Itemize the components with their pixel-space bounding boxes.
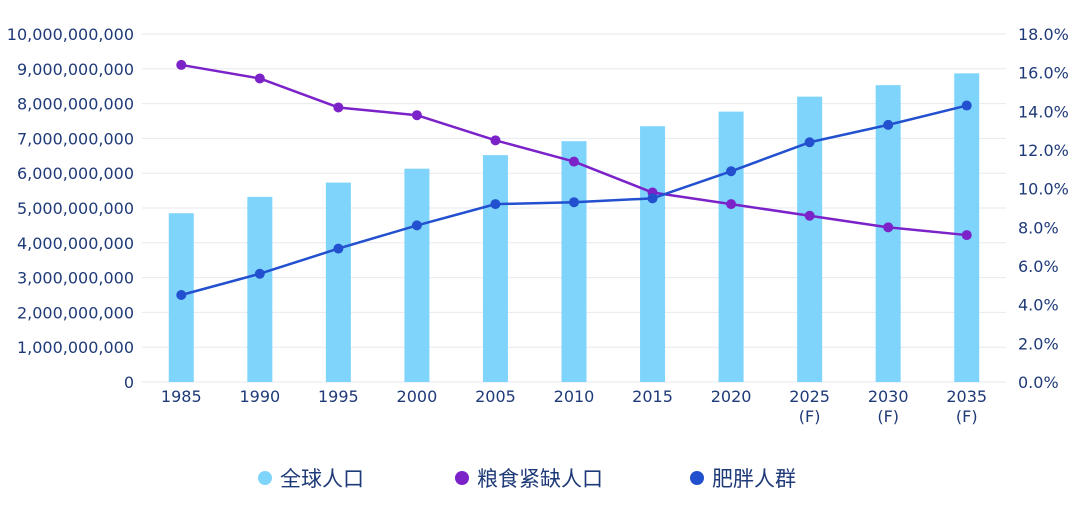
- point-obesity: [883, 119, 894, 130]
- x-tick-label: 2035: [946, 387, 987, 406]
- point-obesity: [726, 166, 737, 177]
- bar-population: [954, 73, 980, 382]
- legend: 全球人口 粮食紧缺人口 肥胖人群: [0, 458, 1080, 498]
- y-right-tick-label: 12.0%: [1018, 141, 1069, 160]
- point-obesity: [569, 197, 579, 208]
- point-food-shortage: [726, 199, 737, 210]
- bars-population: [168, 73, 980, 382]
- y-left-tick-label: 6,000,000,000: [17, 164, 134, 183]
- point-food-shortage: [411, 110, 422, 121]
- y-left-tick-label: 10,000,000,000: [7, 25, 134, 44]
- point-obesity: [961, 100, 972, 111]
- legend-item-obesity: 肥胖人群: [690, 458, 796, 498]
- legend-label-obesity: 肥胖人群: [712, 467, 796, 491]
- point-obesity: [411, 220, 422, 231]
- legend-marker-food-shortage: [455, 471, 469, 485]
- x-tick-label: (F): [877, 407, 899, 426]
- y-right-tick-label: 0.0%: [1018, 373, 1059, 392]
- y-right-tick-label: 18.0%: [1018, 25, 1069, 44]
- bar-population: [325, 182, 351, 382]
- y-left-tick-label: 8,000,000,000: [17, 95, 134, 114]
- x-tick-label: 2010: [554, 387, 595, 406]
- bar-population: [404, 168, 430, 382]
- x-tick-label: 2025: [789, 387, 830, 406]
- y-left-tick-label: 0: [124, 373, 134, 392]
- x-tick-label: (F): [956, 407, 978, 426]
- point-food-shortage: [490, 135, 501, 146]
- y-left-tick-label: 9,000,000,000: [17, 60, 134, 79]
- bar-population: [875, 85, 901, 382]
- legend-item-population: 全球人口: [258, 458, 364, 498]
- y-left-tick-label: 3,000,000,000: [17, 269, 134, 288]
- x-tick-label: 2015: [632, 387, 673, 406]
- point-food-shortage: [883, 222, 894, 233]
- y-left-tick-label: 2,000,000,000: [17, 303, 134, 322]
- x-tick-label: 2000: [397, 387, 438, 406]
- x-tick-label: 2020: [711, 387, 752, 406]
- x-tick-label: 1990: [239, 387, 280, 406]
- y-right-tick-label: 6.0%: [1018, 257, 1059, 276]
- lines: [176, 59, 972, 300]
- point-obesity: [647, 193, 658, 204]
- y-left-tick-label: 7,000,000,000: [17, 129, 134, 148]
- left-axis: 0 1,000,000,000 2,000,000,000 3,000,000,000…: [7, 25, 134, 392]
- point-food-shortage: [804, 210, 815, 221]
- y-right-tick-label: 8.0%: [1018, 218, 1059, 237]
- legend-label-population: 全球人口: [280, 467, 364, 491]
- point-food-shortage: [961, 230, 972, 241]
- x-tick-label: 1995: [318, 387, 359, 406]
- y-right-tick-label: 10.0%: [1018, 180, 1069, 199]
- point-food-shortage: [333, 102, 344, 113]
- bar-population: [482, 155, 508, 382]
- bar-population: [561, 141, 587, 382]
- bar-population: [247, 196, 273, 382]
- y-left-tick-label: 5,000,000,000: [17, 199, 134, 218]
- legend-item-food-shortage: 粮食紧缺人口: [455, 458, 603, 498]
- y-right-tick-label: 16.0%: [1018, 64, 1069, 83]
- x-axis: 1985 1990 1995 2000 2005 2010 2015 2020 2025(F)2…: [161, 387, 987, 426]
- point-obesity: [804, 137, 815, 148]
- point-food-shortage: [254, 73, 265, 84]
- y-right-tick-label: 4.0%: [1018, 296, 1059, 315]
- y-right-tick-label: 14.0%: [1018, 102, 1069, 121]
- x-tick-label: 2030: [868, 387, 909, 406]
- x-tick-label: (F): [799, 407, 821, 426]
- right-axis: 0.0% 2.0% 4.0% 6.0% 8.0% 10.0% 12.0% 14.0% 16.0%…: [1018, 25, 1069, 392]
- point-food-shortage: [569, 156, 579, 167]
- legend-marker-obesity: [690, 471, 704, 485]
- point-obesity: [333, 243, 344, 254]
- point-obesity: [176, 290, 187, 300]
- point-obesity: [254, 268, 265, 279]
- x-tick-label: 1985: [161, 387, 202, 406]
- y-left-tick-label: 1,000,000,000: [17, 338, 134, 357]
- y-left-tick-label: 4,000,000,000: [17, 234, 134, 253]
- point-obesity: [490, 199, 501, 210]
- y-right-tick-label: 2.0%: [1018, 334, 1059, 353]
- bar-population: [718, 111, 744, 382]
- point-food-shortage: [176, 59, 187, 70]
- legend-marker-population: [258, 471, 272, 485]
- legend-label-food-shortage: 粮食紧缺人口: [477, 467, 603, 491]
- x-tick-label: 2005: [475, 387, 516, 406]
- bar-population: [640, 126, 666, 382]
